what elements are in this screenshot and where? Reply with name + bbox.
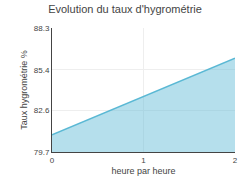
svg-text:79.7: 79.7 xyxy=(34,148,50,157)
svg-text:88.3: 88.3 xyxy=(34,24,50,33)
svg-text:85.4: 85.4 xyxy=(34,66,50,75)
svg-text:1: 1 xyxy=(141,156,146,165)
svg-text:Taux hygrométrie %: Taux hygrométrie % xyxy=(19,50,29,130)
svg-text:82.6: 82.6 xyxy=(34,106,50,115)
svg-text:Evolution du taux d'hygrométri: Evolution du taux d'hygrométrie xyxy=(48,3,202,15)
svg-text:heure par heure: heure par heure xyxy=(111,166,175,176)
svg-text:2: 2 xyxy=(233,156,238,165)
svg-text:0: 0 xyxy=(50,156,55,165)
